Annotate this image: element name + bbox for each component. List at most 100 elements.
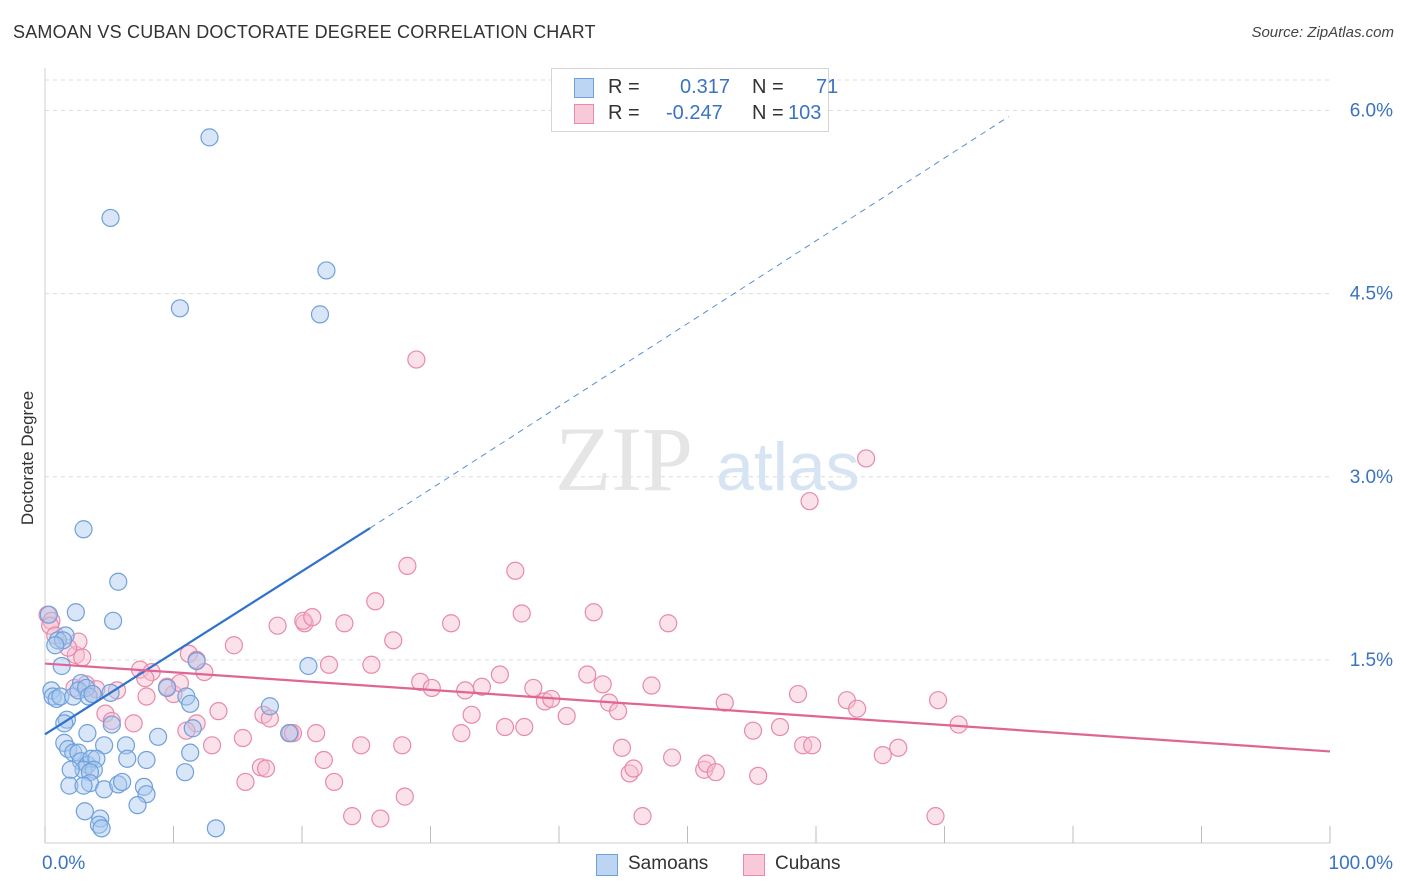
cuban-point-101 xyxy=(889,738,908,757)
cuban-point-78 xyxy=(609,702,628,721)
cuban-point-46 xyxy=(325,772,344,792)
samoan-point-36 xyxy=(183,719,202,738)
cuban-point-67 xyxy=(506,561,525,580)
cuban-point-54 xyxy=(393,736,412,755)
cuban-point-82 xyxy=(633,807,652,826)
chart-title: SAMOAN VS CUBAN DOCTORATE DEGREE CORRELA… xyxy=(13,22,596,42)
samoans-trend-line xyxy=(44,527,371,736)
stats-legend: R = 0.317 N = 71 R = -0.247 N = 103 xyxy=(551,68,838,132)
samoan-point-0 xyxy=(200,128,219,147)
samoans-swatch xyxy=(574,78,594,98)
samoan-point-8 xyxy=(104,611,123,630)
samoan-point-70 xyxy=(112,772,132,792)
cuban-point-55 xyxy=(395,787,414,806)
cuban-point-28 xyxy=(202,736,222,755)
samoan-point-34 xyxy=(78,724,97,743)
cuban-point-34 xyxy=(256,759,276,778)
cuban-point-45 xyxy=(319,655,339,674)
samoans-legend-label: Samoans xyxy=(628,853,709,874)
cuban-point-73 xyxy=(557,706,576,726)
cuban-point-96 xyxy=(803,736,822,755)
samoan-point-5 xyxy=(74,520,93,539)
samoan-point-9 xyxy=(39,605,58,624)
cuban-point-30 xyxy=(224,636,243,655)
samoan-point-13 xyxy=(46,636,65,655)
samoan-point-30 xyxy=(181,694,200,713)
cuban-point-79 xyxy=(612,738,632,757)
y-tick-label-0: 1.5% xyxy=(1350,650,1393,671)
cuban-point-66 xyxy=(495,717,515,737)
cuban-point-70 xyxy=(524,678,543,698)
cuban-point-32 xyxy=(236,772,255,792)
cuban-point-37 xyxy=(268,616,287,635)
cuban-point-58 xyxy=(411,672,430,691)
cubans-points xyxy=(38,350,968,828)
y-tick-label-2: 4.5% xyxy=(1350,284,1393,305)
samoan-point-63 xyxy=(91,809,110,828)
samoan-point-11 xyxy=(48,631,67,650)
y-tick-label-3: 6.0% xyxy=(1350,101,1393,122)
cuban-point-57 xyxy=(407,350,426,369)
samoan-point-7 xyxy=(66,603,85,622)
grid-lines xyxy=(45,79,1330,661)
cubans-r-label: R = xyxy=(608,102,640,124)
cuban-point-53 xyxy=(384,631,403,650)
cuban-point-88 xyxy=(706,763,725,782)
samoan-point-31 xyxy=(260,697,279,716)
cuban-point-43 xyxy=(307,724,326,743)
y-axis-label: Doctorate Degree xyxy=(18,391,37,525)
cuban-point-41 xyxy=(294,611,313,630)
cuban-point-93 xyxy=(788,684,808,704)
cuban-point-59 xyxy=(422,678,441,698)
cuban-point-83 xyxy=(642,676,661,695)
samoan-point-37 xyxy=(280,724,299,743)
cuban-point-75 xyxy=(584,603,603,622)
cuban-point-90 xyxy=(743,721,763,740)
samoan-point-54 xyxy=(137,750,156,770)
samoan-point-22 xyxy=(71,673,91,693)
tick-labels: 1.5% 3.0% 4.5% 6.0% 0.0% 100.0% xyxy=(42,101,1393,874)
samoans-n-value: 71 xyxy=(816,76,839,98)
samoan-point-6 xyxy=(109,572,128,591)
cuban-point-102 xyxy=(928,691,948,710)
samoan-point-28 xyxy=(157,678,177,698)
cuban-point-7 xyxy=(73,648,92,667)
cuban-point-76 xyxy=(593,675,612,694)
cuban-point-42 xyxy=(303,608,322,627)
cuban-point-69 xyxy=(515,717,534,737)
samoan-point-69 xyxy=(61,760,80,779)
cuban-point-51 xyxy=(366,592,385,611)
cuban-point-49 xyxy=(352,736,371,755)
watermark: ZIP atlas xyxy=(555,408,860,510)
cuban-point-85 xyxy=(662,748,682,767)
samoan-point-64 xyxy=(128,796,147,815)
y-tick-label-1: 3.0% xyxy=(1350,467,1393,488)
cuban-point-44 xyxy=(314,750,333,770)
samoans-legend-swatch xyxy=(596,854,618,876)
cuban-point-65 xyxy=(490,665,509,684)
cubans-legend-label: Cubans xyxy=(775,853,841,874)
samoan-point-60 xyxy=(134,777,154,796)
cubans-r-value: -0.247 xyxy=(666,102,723,124)
samoan-point-67 xyxy=(206,819,226,838)
x-tick-label-1: 100.0% xyxy=(1329,853,1394,874)
cuban-point-99 xyxy=(857,449,876,468)
source-credit: Source: ZipAtlas.com xyxy=(1251,24,1394,41)
samoan-point-56 xyxy=(60,776,79,795)
cuban-point-61 xyxy=(452,724,471,743)
cuban-point-48 xyxy=(343,807,362,826)
samoan-point-4 xyxy=(310,305,330,324)
samoan-point-55 xyxy=(175,763,195,782)
trend-lines xyxy=(44,116,1331,753)
cubans-n-value: 103 xyxy=(788,102,822,124)
cubans-legend-swatch xyxy=(743,854,765,876)
samoan-point-3 xyxy=(170,299,190,318)
cubans-swatch xyxy=(574,104,594,124)
cuban-point-84 xyxy=(659,614,678,633)
cuban-point-52 xyxy=(371,809,390,828)
cuban-point-56 xyxy=(398,556,417,575)
cuban-point-19 xyxy=(137,687,156,706)
samoans-points xyxy=(39,128,336,838)
samoans-n-label: N = xyxy=(752,76,784,98)
x-tick-label-0: 0.0% xyxy=(42,853,85,874)
